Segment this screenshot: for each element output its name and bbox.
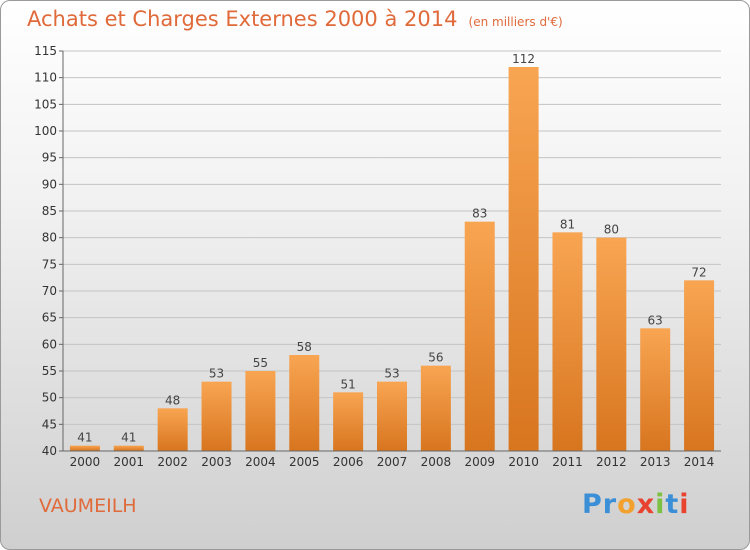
x-tick-label-2001: 2001	[114, 455, 145, 469]
bars: 41 41 48 53 55 58 51 53 56 83 112 81 80 63 72	[69, 52, 715, 451]
x-tick-label-2014: 2014	[684, 455, 715, 469]
value-label-2000: 41	[77, 431, 92, 445]
y-axis: 40 45 50 55 60 65 70 75 80 85 90 95 100 105 110 115	[34, 44, 64, 458]
y-tick-label: 70	[42, 284, 57, 298]
logo-letter: o	[617, 489, 637, 520]
x-tick-label-2005: 2005	[289, 455, 320, 469]
x-tick-label-2012: 2012	[596, 455, 627, 469]
bar-2008	[420, 365, 451, 451]
y-tick-label: 110	[34, 71, 57, 85]
y-tick-label: 80	[42, 231, 57, 245]
x-tick-label-2010: 2010	[508, 455, 539, 469]
bar-2003	[201, 381, 232, 451]
y-tick-label: 115	[34, 44, 57, 58]
value-label-2005: 58	[297, 340, 312, 354]
value-label-2004: 55	[253, 356, 268, 370]
bar-2004	[245, 371, 276, 451]
value-label-2010: 112	[512, 52, 535, 66]
x-tick-label-2003: 2003	[201, 455, 232, 469]
x-tick-label-2009: 2009	[464, 455, 495, 469]
x-axis: 2000 2001 2002 2003 2004 2005 2006 2007 2008 2009…	[63, 450, 721, 469]
logo-letter: x	[636, 489, 656, 520]
y-tick-label: 40	[42, 444, 57, 458]
y-tick-label: 95	[42, 151, 57, 165]
bar-2002	[157, 408, 188, 451]
bar-2009	[464, 221, 495, 451]
logo-letter: i	[679, 489, 690, 520]
x-tick-label-2002: 2002	[157, 455, 188, 469]
y-tick-label: 65	[42, 311, 57, 325]
bar-2010	[508, 67, 539, 451]
value-label-2009: 83	[472, 207, 487, 221]
value-label-2006: 51	[340, 377, 355, 391]
bar-2013	[640, 328, 671, 451]
commune-name: VAUMEILH	[39, 495, 137, 517]
bar-2011	[552, 232, 583, 451]
bar-2007	[377, 381, 407, 451]
bar-2006	[333, 392, 364, 451]
bar-2005	[289, 355, 320, 451]
x-tick-label-2013: 2013	[640, 455, 671, 469]
bar-2012	[596, 237, 627, 451]
value-label-2007: 53	[384, 367, 399, 381]
y-tick-label: 75	[42, 257, 57, 271]
chart-title: Achats et Charges Externes 2000 à 2014 (…	[27, 7, 563, 31]
x-tick-label-2008: 2008	[421, 455, 452, 469]
x-tick-label-2007: 2007	[377, 455, 408, 469]
x-tick-label-2006: 2006	[333, 455, 364, 469]
value-label-2012: 80	[604, 223, 619, 237]
value-label-2002: 48	[165, 393, 180, 407]
unit-text: (en milliers d'€)	[468, 15, 563, 29]
bar-2014	[684, 280, 715, 451]
y-tick-label: 105	[34, 97, 57, 111]
value-label-2001: 41	[121, 431, 136, 445]
bar-2001	[113, 445, 144, 451]
logo-letter: r	[602, 489, 618, 520]
y-tick-label: 45	[42, 417, 57, 431]
logo-letter: P	[582, 489, 603, 520]
value-label-2003: 53	[209, 367, 224, 381]
value-label-2014: 72	[691, 265, 706, 279]
y-tick-label: 55	[42, 364, 57, 378]
x-tick-label-2004: 2004	[245, 455, 276, 469]
value-label-2008: 56	[428, 351, 443, 365]
y-tick-label: 90	[42, 177, 57, 191]
y-tick-label: 50	[42, 391, 57, 405]
y-tick-label: 85	[42, 204, 57, 218]
logo-letter: i	[655, 489, 666, 520]
bar-2000	[69, 445, 100, 451]
logo-letter: t	[665, 489, 680, 520]
value-label-2011: 81	[560, 217, 575, 231]
value-label-2013: 63	[648, 313, 663, 327]
x-tick-label-2000: 2000	[70, 455, 101, 469]
y-tick-label: 100	[34, 124, 57, 138]
title-text: Achats et Charges Externes 2000 à 2014	[27, 7, 458, 31]
x-tick-label-2011: 2011	[552, 455, 583, 469]
y-tick-label: 60	[42, 337, 57, 351]
proxiti-logo: Proxiti	[582, 489, 690, 520]
